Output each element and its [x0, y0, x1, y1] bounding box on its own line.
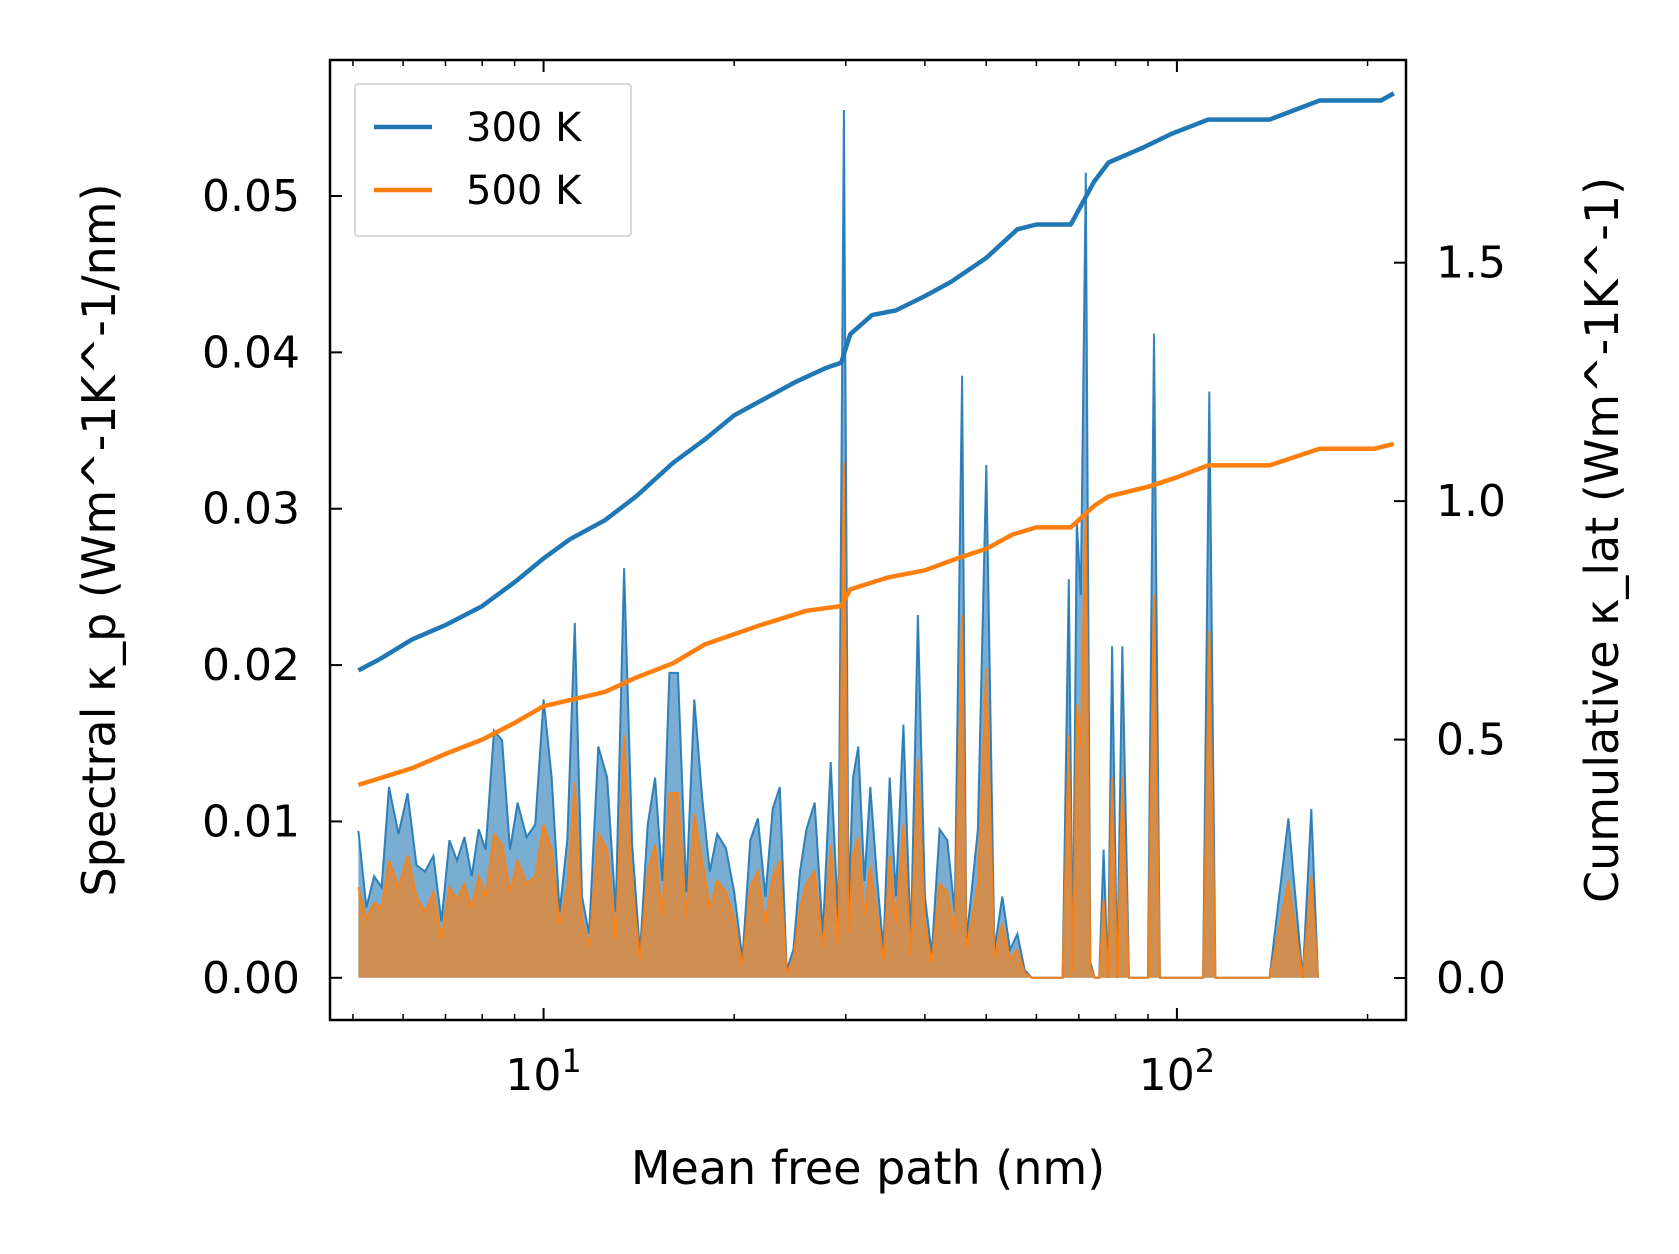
spectral-area-500k [358, 461, 1318, 978]
y-left-tick-label: 0.02 [202, 640, 300, 691]
y-left-tick-label: 0.01 [202, 796, 300, 847]
x-tick-label: 101 [505, 1042, 581, 1101]
y-left-tick-label: 0.00 [202, 953, 300, 1004]
plot-frame [328, 58, 1408, 1022]
x-tick-label: 102 [1139, 1042, 1215, 1101]
y-right-tick-label: 1.0 [1436, 476, 1506, 527]
legend-label-500k: 500 K [466, 168, 583, 214]
y-right-tick-label: 1.5 [1436, 238, 1506, 289]
y-right-tick-label: 0.5 [1436, 715, 1506, 766]
spectral-line-500k [357, 461, 1319, 979]
plot-area [357, 91, 1395, 979]
axis-ticks: 101 102 0.00 0.01 0.02 0.03 0.04 0.05 0.0 0.5 1.0 1… [202, 60, 1506, 1101]
legend-box [354, 83, 632, 237]
legend-label-300k: 300 K [466, 105, 583, 151]
y-left-tick-label: 0.04 [202, 327, 300, 378]
legend: 300 K 500 K [354, 83, 632, 237]
y-right-axis-label: Cumulative κ_lat (Wm^-1K^-1) [1575, 177, 1629, 903]
y-left-axis-label: Spectral κ_p (Wm^-1K^-1/nm) [72, 183, 126, 896]
y-left-tick-label: 0.05 [202, 171, 300, 222]
x-axis-label: Mean free path (nm) [631, 1141, 1105, 1195]
cumulative-line-300k [357, 91, 1395, 673]
y-right-tick-label: 0.0 [1436, 953, 1506, 1004]
cumulative-line-500k [357, 441, 1395, 788]
y-left-tick-label: 0.03 [202, 484, 300, 535]
